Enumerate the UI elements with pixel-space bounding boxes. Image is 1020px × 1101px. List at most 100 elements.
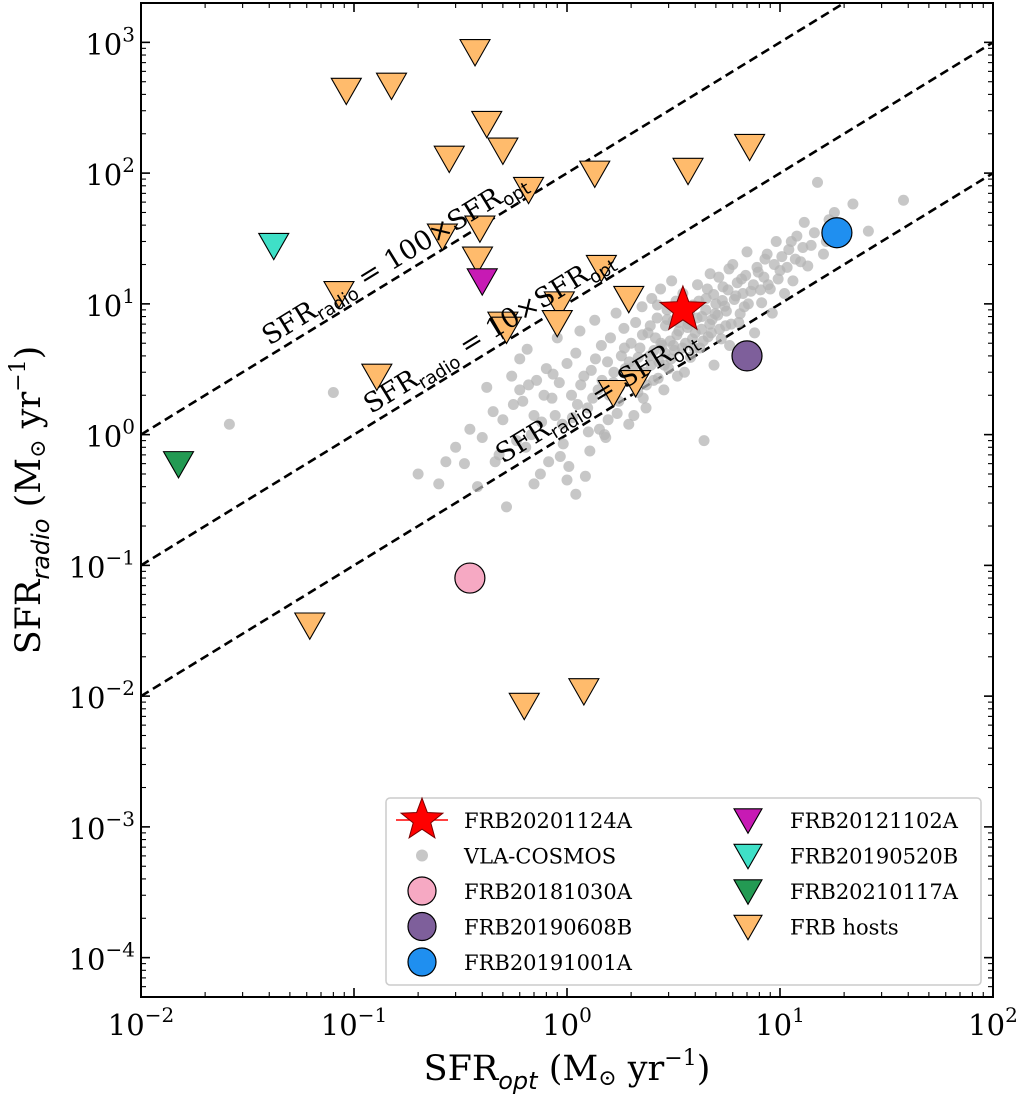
data-point-vla-cosmos xyxy=(787,275,799,287)
data-point-frb20190520b xyxy=(257,232,290,261)
data-point-frb-hosts xyxy=(293,612,326,641)
data-point-vla-cosmos xyxy=(636,329,648,341)
data-point-vla-cosmos xyxy=(764,283,776,295)
data-point-frb-hosts xyxy=(733,133,766,162)
data-point-vla-cosmos xyxy=(570,488,582,500)
legend: FRB20201124A VLA-COSMOS FRB20181030A FRB201… xyxy=(385,796,982,986)
reference-line-100x xyxy=(141,3,847,436)
legend-label-vla-cosmos: VLA-COSMOS xyxy=(463,845,616,869)
data-point-vla-cosmos xyxy=(579,470,591,482)
data-point-vla-cosmos xyxy=(661,313,673,325)
x-tick-label: 101 xyxy=(755,1003,805,1042)
data-point-vla-cosmos xyxy=(756,297,768,309)
data-point-vla-cosmos xyxy=(785,235,797,247)
data-point-frb20181030a xyxy=(454,562,486,594)
data-point-vla-cosmos xyxy=(531,374,543,386)
data-point-vla-cosmos xyxy=(700,304,712,316)
data-point-vla-cosmos xyxy=(587,392,599,404)
data-point-vla-cosmos xyxy=(817,248,829,260)
legend-label-frb20201124a: FRB20201124A xyxy=(464,809,633,833)
data-point-vla-cosmos xyxy=(704,318,716,330)
data-point-vla-cosmos xyxy=(412,468,424,480)
data-point-vla-cosmos xyxy=(731,277,743,289)
data-point-vla-cosmos xyxy=(758,271,770,283)
legend-marker-frb-hosts xyxy=(733,914,763,941)
data-point-frb20121102a xyxy=(466,268,499,297)
data-point-vla-cosmos xyxy=(557,438,569,450)
data-point-vla-cosmos xyxy=(547,368,559,380)
legend-marker-frb20190520b xyxy=(733,843,763,870)
x-tick-label: 102 xyxy=(968,1003,1018,1042)
legend-marker-vla-cosmos xyxy=(416,849,428,862)
data-point-vla-cosmos xyxy=(561,474,573,486)
legend-box xyxy=(385,797,982,986)
x-tick-label: 100 xyxy=(542,1003,592,1042)
data-point-vla-cosmos xyxy=(549,410,561,422)
data-point-vla-cosmos xyxy=(720,320,732,332)
data-point-vla-cosmos xyxy=(571,398,583,410)
legend-label-frb20121102a: FRB20121102A xyxy=(790,809,959,833)
legend-label-frb20210117a: FRB20210117A xyxy=(790,880,959,904)
x-tick-label: 10−1 xyxy=(321,1003,387,1042)
legend-marker-frb20201124a xyxy=(399,796,445,839)
data-point-vla-cosmos xyxy=(648,344,660,356)
reference-line-layer xyxy=(141,3,993,698)
data-point-vla-cosmos xyxy=(481,381,493,393)
data-point-vla-cosmos xyxy=(740,269,752,281)
legend-label-frb-hosts: FRB hosts xyxy=(790,916,899,940)
data-point-vla-cosmos xyxy=(666,275,678,287)
data-point-vla-cosmos xyxy=(636,301,648,313)
x-axis-label: SFRopt (M⊙ yr−1) xyxy=(424,1046,711,1095)
data-point-vla-cosmos xyxy=(543,456,555,468)
data-point-vla-cosmos xyxy=(734,308,746,320)
data-point-vla-cosmos xyxy=(593,423,605,435)
data-point-vla-cosmos xyxy=(652,372,664,384)
data-point-vla-cosmos xyxy=(812,176,824,188)
reference-line-1x xyxy=(141,172,993,698)
data-point-frb-hosts xyxy=(490,316,523,345)
data-point-vla-cosmos xyxy=(578,370,590,382)
data-point-vla-cosmos xyxy=(602,414,614,426)
data-point-frb-hosts xyxy=(567,678,600,707)
data-point-vla-cosmos xyxy=(676,342,688,354)
data-point-frb-hosts xyxy=(463,215,496,244)
data-point-vla-cosmos xyxy=(709,308,721,320)
data-point-frb-hosts xyxy=(585,254,618,283)
data-point-vla-cosmos xyxy=(684,351,696,363)
data-point-vla-cosmos xyxy=(713,271,725,283)
data-point-vla-cosmos xyxy=(701,283,713,295)
data-point-vla-cosmos xyxy=(781,261,793,273)
data-point-vla-cosmos xyxy=(440,456,452,468)
data-point-vla-cosmos xyxy=(847,198,859,210)
legend-marker-frb20210117a xyxy=(733,879,763,906)
data-point-vla-cosmos xyxy=(655,337,667,349)
legend-label-frb20191001a: FRB20191001A xyxy=(464,951,633,975)
data-point-vla-cosmos xyxy=(582,426,594,438)
data-point-vla-cosmos xyxy=(789,253,801,265)
data-point-vla-cosmos xyxy=(611,408,623,420)
data-point-vla-cosmos xyxy=(802,260,814,272)
data-point-vla-cosmos xyxy=(728,293,740,305)
y-tick-label: 102 xyxy=(85,153,135,192)
data-point-frb-hosts xyxy=(597,379,630,408)
data-point-vla-cosmos xyxy=(667,340,679,352)
data-point-vla-cosmos xyxy=(525,429,537,441)
data-point-vla-cosmos xyxy=(797,241,809,253)
data-point-vla-cosmos xyxy=(570,347,582,359)
y-axis-label: SFRradio (M⊙ yr−1) xyxy=(6,346,55,655)
data-point-vla-cosmos xyxy=(798,216,810,228)
y-tick-label: 10−4 xyxy=(69,938,135,977)
data-point-vla-cosmos xyxy=(506,370,518,382)
data-point-vla-cosmos xyxy=(608,366,620,378)
data-point-vla-cosmos xyxy=(534,468,546,480)
data-point-frb-hosts xyxy=(619,370,652,398)
data-point-vla-cosmos xyxy=(517,395,529,407)
reference-line-10x xyxy=(141,41,993,567)
x-tick-label: 10−2 xyxy=(108,1003,174,1042)
data-point-vla-cosmos xyxy=(766,307,778,319)
data-point-frb-hosts xyxy=(470,110,503,139)
data-point-vla-cosmos xyxy=(514,384,526,396)
data-point-vla-cosmos xyxy=(623,356,635,368)
data-point-vla-cosmos xyxy=(618,342,630,354)
cosmos-points-layer xyxy=(223,176,909,513)
